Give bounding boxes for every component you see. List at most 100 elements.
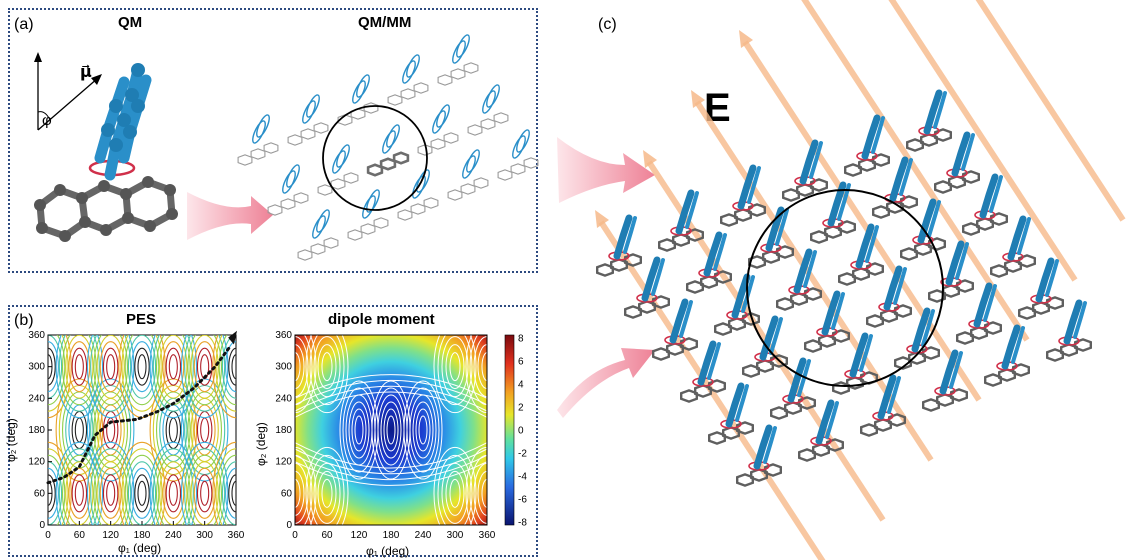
dipole-contour xyxy=(445,344,465,390)
pes-x-tick: 180 xyxy=(134,530,151,541)
dipole-contour xyxy=(418,415,428,445)
dipole-contour xyxy=(295,335,313,406)
dipole-contour xyxy=(295,446,317,525)
panel-b-label: (b) xyxy=(14,312,34,329)
colorbar-tick: 2 xyxy=(518,403,524,414)
mm-anthracene xyxy=(447,177,489,201)
dipole-contour xyxy=(477,344,487,390)
dip-x-tick: 0 xyxy=(292,530,298,541)
lattice-rotor-unit xyxy=(804,290,850,353)
pes-contour xyxy=(58,335,100,412)
pes-contour xyxy=(228,347,236,386)
pes-contour xyxy=(180,335,229,419)
dipole-contour xyxy=(437,335,473,406)
phi-mu-axes xyxy=(34,52,102,131)
dipole-contour xyxy=(309,335,345,406)
dipole-contour xyxy=(465,446,487,525)
mm-rotor xyxy=(282,164,300,194)
mm-rotor xyxy=(252,114,270,144)
dip-y-tick: 60 xyxy=(281,488,293,499)
pes-contour xyxy=(121,448,163,525)
pes-contour xyxy=(124,335,160,406)
dip-x-tick: 60 xyxy=(321,530,333,541)
pes-contour xyxy=(196,474,213,513)
pes-contour xyxy=(71,474,88,513)
pes-contour xyxy=(131,341,153,393)
mm-anthracene xyxy=(317,172,359,196)
lattice-rotor-unit xyxy=(832,332,878,395)
pes-contour xyxy=(231,354,236,380)
lattice-rotor-unit xyxy=(798,399,844,462)
dip-x-tick: 300 xyxy=(447,530,464,541)
dipole-contour xyxy=(295,336,309,398)
qm-title: QM xyxy=(118,14,143,31)
lattice-rotor-unit xyxy=(652,298,698,361)
pes-contour xyxy=(48,335,66,406)
mm-rotor xyxy=(352,74,370,104)
pes-contour-plot: 0 60 120 180 240 300 360 0 60 120 180 240 300 360 xyxy=(28,330,244,541)
mm-anthracene xyxy=(237,142,279,166)
pes-contour xyxy=(134,474,150,513)
lattice-rotor-unit xyxy=(776,248,822,311)
dip-x-tick: 360 xyxy=(479,530,496,541)
mm-anthracene xyxy=(437,62,479,86)
panel-c-label: (c) xyxy=(598,16,617,33)
dipole-contour xyxy=(473,336,487,398)
mm-rotor xyxy=(452,34,470,64)
pes-contour xyxy=(124,454,160,525)
pes-contour xyxy=(187,454,223,525)
lattice-rotor-unit xyxy=(872,156,918,219)
dipole-contour xyxy=(449,352,461,382)
dip-y-tick: 0 xyxy=(286,520,292,531)
dip-x-label: φ₁ (deg) xyxy=(366,544,410,558)
pes-contour xyxy=(99,467,122,519)
dip-x-tick: 240 xyxy=(415,530,432,541)
dipole-contour xyxy=(295,352,301,382)
arrow-b-to-c xyxy=(557,348,655,418)
lattice-rotor-unit xyxy=(860,374,906,437)
pes-contour xyxy=(159,335,188,399)
pes-contour xyxy=(149,441,198,525)
lattice-rotor-unit xyxy=(984,324,1030,387)
pes-contour xyxy=(90,448,132,525)
panel-a-label: (a) xyxy=(14,16,34,33)
mm-rotor xyxy=(302,94,320,124)
pes-contour xyxy=(200,480,210,506)
lattice-rotor-unit xyxy=(838,223,884,286)
colorbar-tick: -8 xyxy=(518,518,527,529)
lattice-rotor-unit xyxy=(708,382,754,445)
pes-contour xyxy=(168,354,178,380)
pes-x-tick: 240 xyxy=(165,530,182,541)
pes-contour xyxy=(102,347,119,386)
pes-x-tick: 0 xyxy=(45,530,51,541)
dipole-title: dipole moment xyxy=(328,311,435,328)
pes-y-label: φ₂ (deg) xyxy=(4,418,18,462)
pes-contour xyxy=(165,474,182,513)
path-arrowhead xyxy=(228,330,238,345)
pes-contour xyxy=(184,448,226,525)
pes-contour xyxy=(48,347,56,386)
lattice-rotor-unit xyxy=(686,231,732,294)
qm-region-circle xyxy=(322,105,428,211)
pes-x-tick: 300 xyxy=(196,530,213,541)
lattice-rotor-unit xyxy=(1018,257,1064,320)
lattice-rotor-unit xyxy=(906,89,952,152)
dip-y-tick: 360 xyxy=(275,330,292,341)
dip-y-tick: 180 xyxy=(275,425,292,436)
pes-contour xyxy=(48,448,69,525)
dip-y-tick: 240 xyxy=(275,393,292,404)
mm-rotor xyxy=(382,124,400,154)
pes-contour xyxy=(90,335,132,412)
dipole-contour xyxy=(469,454,487,525)
lattice-rotor-unit xyxy=(894,307,940,370)
mm-rotor xyxy=(512,129,530,159)
pes-contour xyxy=(162,467,185,519)
dipole-contour xyxy=(295,470,305,516)
pes-contour xyxy=(162,341,185,393)
pes-y-tick: 300 xyxy=(28,362,45,373)
pes-contour xyxy=(48,474,56,513)
mm-rotor xyxy=(482,84,500,114)
dipole-contour xyxy=(380,401,402,459)
field-arrow xyxy=(975,0,1126,222)
dipole-contour xyxy=(386,415,396,445)
